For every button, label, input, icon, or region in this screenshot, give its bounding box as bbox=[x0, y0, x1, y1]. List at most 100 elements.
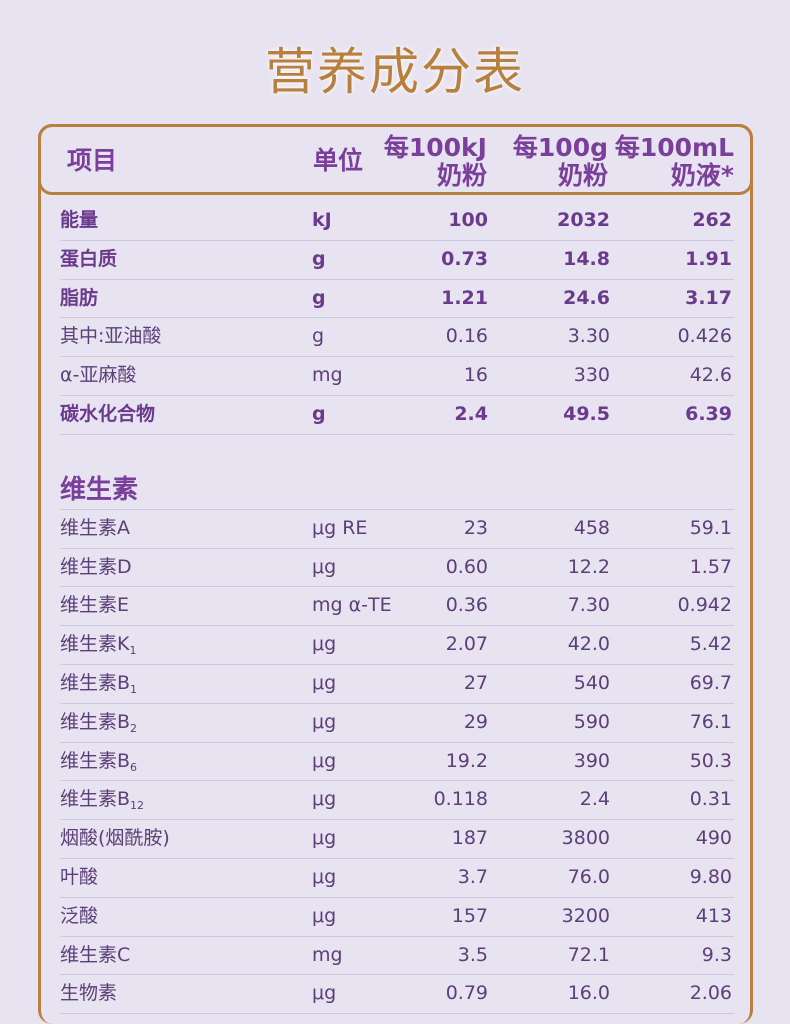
nutrient-subscript: 12 bbox=[130, 799, 145, 813]
nutrient-name: 维生素B6 bbox=[60, 743, 137, 787]
nutrient-name: 碳水化合物 bbox=[60, 396, 155, 434]
value-per-100ml: 9.3 bbox=[701, 943, 732, 966]
nutrient-name: 维生素D bbox=[60, 549, 132, 587]
value-per-100g: 3200 bbox=[561, 904, 610, 927]
nutrient-unit: μg bbox=[312, 710, 337, 733]
table-row: 能量 kJ 100 2032 262 bbox=[60, 202, 734, 241]
nutrient-name: 维生素B2 bbox=[60, 704, 137, 748]
table-row: 维生素B1 μg 27 540 69.7 bbox=[60, 665, 734, 704]
nutrient-name-text: 泛酸 bbox=[60, 904, 99, 927]
nutrient-unit: kJ bbox=[312, 209, 332, 231]
table-row: 维生素B6 μg 19.2 390 50.3 bbox=[60, 743, 734, 782]
vitamin-rows: 维生素A μg RE 23 458 59.1 维生素D μg 0.60 12.2 1.57 维生素E… bbox=[60, 510, 734, 1015]
value-per-100kj: 100 bbox=[448, 209, 488, 231]
nutrient-unit: g bbox=[312, 247, 326, 270]
nutrient-name: 其中:亚油酸 bbox=[60, 318, 161, 356]
nutrient-unit: μg bbox=[312, 827, 337, 850]
nutrient-name: 泛酸 bbox=[60, 898, 98, 936]
header-per-100ml-line1: 每100mL bbox=[614, 133, 734, 162]
table-row: 维生素B2 μg 29 590 76.1 bbox=[60, 704, 734, 743]
table-row: 脂肪 g 1.21 24.6 3.17 bbox=[60, 280, 734, 319]
value-per-100g: 590 bbox=[573, 710, 610, 733]
table-row: 蛋白质 g 0.73 14.8 1.91 bbox=[60, 241, 734, 280]
section-spacer bbox=[60, 435, 734, 471]
nutrient-name-text: 维生素E bbox=[60, 594, 130, 617]
nutrient-name: 维生素B12 bbox=[60, 781, 144, 825]
nutrient-unit: μg bbox=[312, 633, 337, 656]
value-per-100g: 3.30 bbox=[567, 325, 610, 348]
value-per-100ml: 9.80 bbox=[689, 865, 732, 888]
header-per-100g: 每100g 奶粉 bbox=[513, 134, 608, 190]
value-per-100kj: 2.07 bbox=[445, 633, 488, 656]
nutrient-name-text: 维生素C bbox=[60, 943, 131, 966]
table-row: 维生素D μg 0.60 12.2 1.57 bbox=[60, 549, 734, 588]
macro-rows: 能量 kJ 100 2032 262 蛋白质 g 0.73 14.8 1.91 脂肪 g 1.21 24.… bbox=[60, 202, 734, 435]
value-per-100ml: 5.42 bbox=[689, 633, 732, 656]
nutrient-name-text: 生物素 bbox=[60, 982, 118, 1005]
value-per-100kj: 0.36 bbox=[445, 594, 488, 617]
value-per-100ml: 262 bbox=[692, 209, 732, 231]
value-per-100g: 16.0 bbox=[567, 982, 610, 1005]
nutrient-name-text: 能量 bbox=[60, 209, 99, 231]
table-header: 项目 单位 每100kJ 奶粉 每100g 奶粉 每100mL 奶液* bbox=[38, 124, 753, 195]
nutrient-name-text: 维生素D bbox=[60, 555, 132, 578]
value-per-100g: 3800 bbox=[561, 827, 610, 850]
value-per-100kj: 187 bbox=[451, 827, 488, 850]
value-per-100kj: 23 bbox=[463, 516, 488, 539]
nutrient-name-text: 维生素A bbox=[60, 516, 130, 539]
nutrient-unit: mg bbox=[312, 943, 343, 966]
vitamins-section-title: 维生素 bbox=[60, 471, 734, 510]
nutrient-name-text: 烟酸(烟酰胺) bbox=[60, 827, 170, 850]
table-row: 维生素A μg RE 23 458 59.1 bbox=[60, 510, 734, 549]
table-row: 叶酸 μg 3.7 76.0 9.80 bbox=[60, 859, 734, 898]
value-per-100kj: 0.16 bbox=[445, 325, 488, 348]
table-row: 生物素 μg 0.79 16.0 2.06 bbox=[60, 975, 734, 1015]
nutrient-subscript: 2 bbox=[130, 721, 138, 735]
nutrient-name-text: 维生素B bbox=[60, 749, 131, 772]
nutrient-name: 生物素 bbox=[60, 975, 117, 1013]
header-per-100g-line1: 每100g bbox=[512, 133, 608, 162]
value-per-100ml: 2.06 bbox=[689, 982, 732, 1005]
nutrient-subscript: 1 bbox=[129, 644, 137, 658]
value-per-100g: 42.0 bbox=[567, 633, 610, 656]
value-per-100g: 540 bbox=[573, 671, 610, 694]
value-per-100ml: 42.6 bbox=[689, 364, 732, 387]
nutrition-table-body: 能量 kJ 100 2032 262 蛋白质 g 0.73 14.8 1.91 脂肪 g 1.21 24.… bbox=[60, 202, 734, 1015]
value-per-100g: 49.5 bbox=[563, 402, 610, 425]
table-row: 维生素B12 μg 0.118 2.4 0.31 bbox=[60, 781, 734, 821]
value-per-100kj: 3.5 bbox=[457, 943, 488, 966]
nutrient-name: 烟酸(烟酰胺) bbox=[60, 820, 170, 858]
value-per-100kj: 0.73 bbox=[441, 247, 488, 270]
nutrient-name: 维生素E bbox=[60, 587, 129, 625]
nutrient-name-text: 碳水化合物 bbox=[60, 402, 156, 425]
value-per-100g: 12.2 bbox=[567, 555, 610, 578]
value-per-100ml: 1.91 bbox=[685, 247, 732, 270]
nutrient-name: 脂肪 bbox=[60, 280, 98, 318]
nutrient-name-text: 其中:亚油酸 bbox=[60, 325, 162, 348]
value-per-100ml: 0.31 bbox=[689, 788, 732, 811]
page-title: 营养成分表 bbox=[265, 43, 525, 101]
nutrient-unit: μg bbox=[312, 982, 337, 1005]
value-per-100kj: 0.79 bbox=[445, 982, 488, 1005]
nutrient-name-text: 叶酸 bbox=[60, 865, 99, 888]
nutrient-unit: g bbox=[312, 286, 326, 309]
table-row: 泛酸 μg 157 3200 413 bbox=[60, 898, 734, 937]
nutrient-unit: mg bbox=[312, 364, 343, 387]
value-per-100g: 458 bbox=[573, 516, 610, 539]
value-per-100ml: 0.942 bbox=[677, 594, 732, 617]
nutrient-unit: μg bbox=[312, 749, 337, 772]
value-per-100ml: 59.1 bbox=[689, 516, 732, 539]
value-per-100g: 390 bbox=[573, 749, 610, 772]
value-per-100kj: 2.4 bbox=[454, 402, 488, 425]
table-row: 维生素E mg α-TE 0.36 7.30 0.942 bbox=[60, 587, 734, 627]
value-per-100kj: 0.60 bbox=[445, 555, 488, 578]
nutrient-subscript: 1 bbox=[130, 682, 138, 696]
table-row: 维生素K1 μg 2.07 42.0 5.42 bbox=[60, 626, 734, 665]
nutrient-unit: μg bbox=[312, 904, 337, 927]
value-per-100kj: 157 bbox=[451, 904, 488, 927]
value-per-100g: 7.30 bbox=[567, 594, 610, 617]
value-per-100ml: 76.1 bbox=[689, 710, 732, 733]
value-per-100ml: 6.39 bbox=[685, 402, 732, 425]
nutrient-name-text: 维生素B bbox=[60, 671, 131, 694]
nutrient-name-text: 维生素B bbox=[60, 788, 131, 811]
